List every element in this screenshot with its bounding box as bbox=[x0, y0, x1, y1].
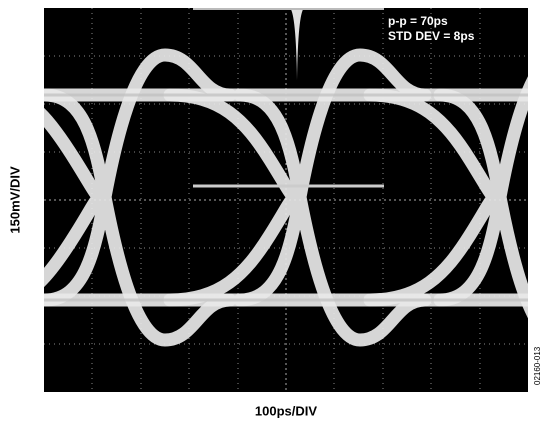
figure-id: 02160-013 bbox=[533, 346, 542, 385]
figure: p-p = 70ps STD DEV = 8ps 150mV/DIV 100ps… bbox=[0, 0, 543, 426]
x-axis-label: 100ps/DIV bbox=[255, 403, 317, 418]
annotation: STD DEV = 8ps bbox=[388, 29, 475, 43]
y-axis-label: 150mV/DIV bbox=[7, 166, 22, 234]
annotation: p-p = 70ps bbox=[388, 14, 448, 28]
